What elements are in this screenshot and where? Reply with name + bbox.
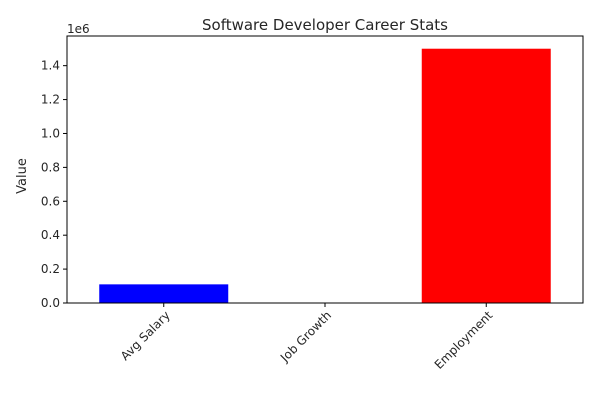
y-tick-label: 1.4 bbox=[41, 59, 60, 73]
y-axis-multiplier: 1e6 bbox=[67, 22, 90, 36]
y-tick-label: 1.0 bbox=[41, 126, 60, 140]
chart-title: Software Developer Career Stats bbox=[202, 16, 448, 34]
y-tick-label: 0.4 bbox=[41, 228, 60, 242]
y-axis-title: Value bbox=[15, 158, 30, 194]
y-tick-label: 0.2 bbox=[41, 262, 60, 276]
bar-avg-salary bbox=[99, 284, 229, 303]
bars-group bbox=[99, 48, 551, 303]
bar-employment bbox=[421, 48, 551, 303]
y-tick-label: 0.6 bbox=[41, 194, 60, 208]
y-tick-label: 0.8 bbox=[41, 160, 60, 174]
y-axis: 0.0 0.2 0.4 0.6 0.8 1.0 1.2 1.4 bbox=[41, 59, 67, 310]
y-tick-label: 1.2 bbox=[41, 93, 60, 107]
y-tick-label: 0.0 bbox=[41, 296, 60, 310]
plot-frame bbox=[66, 35, 584, 304]
